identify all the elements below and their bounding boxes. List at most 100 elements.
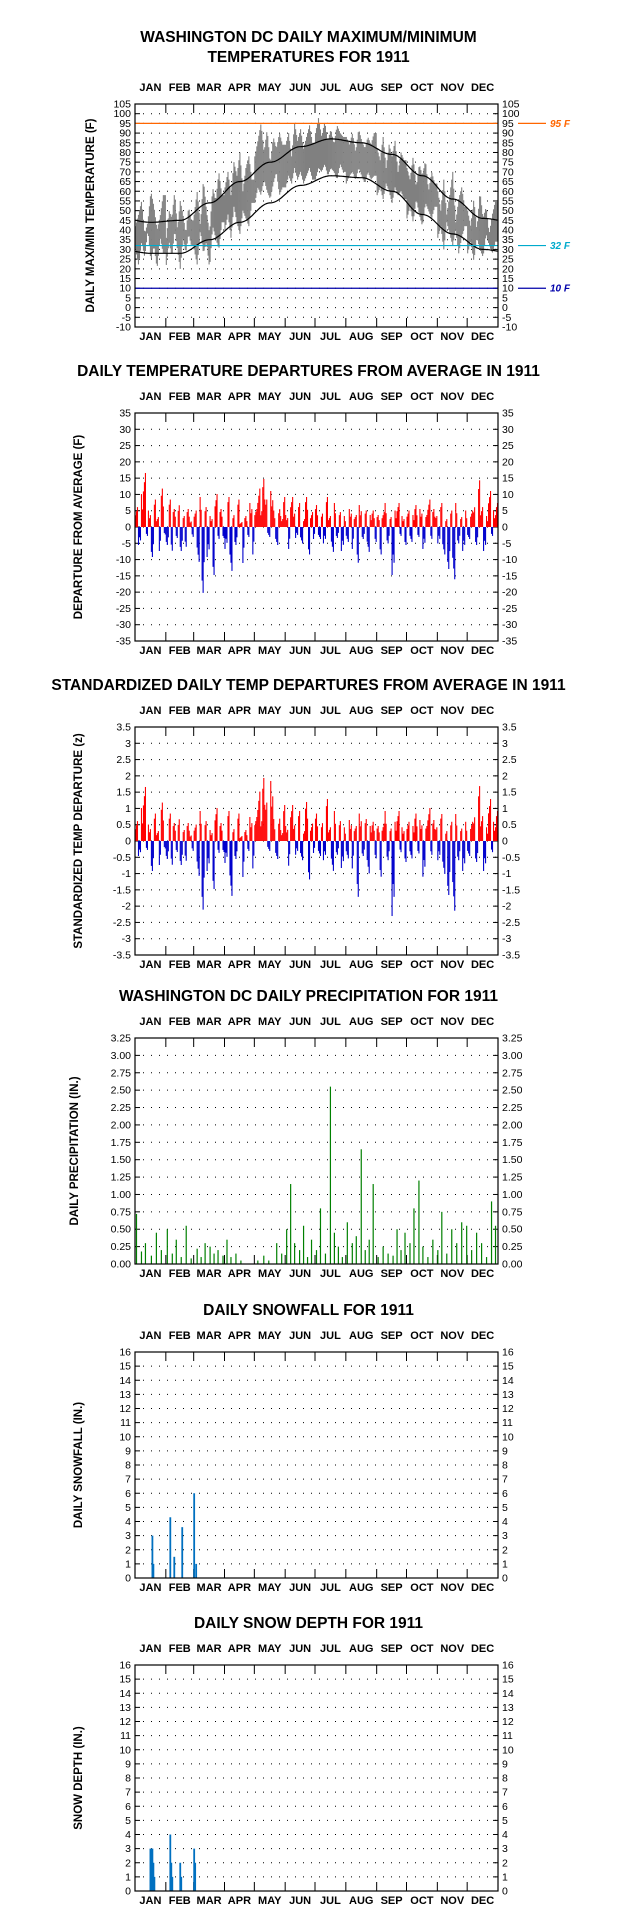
y-axis-label: DAILY PRECIPITATION (IN.) (69, 1076, 81, 1225)
month-label-bottom: JUL (320, 645, 341, 657)
month-label-bottom: FEB (169, 1582, 191, 1594)
month-label-top: MAR (197, 82, 222, 94)
month-label-top: NOV (440, 1330, 465, 1342)
y-tick-label-right: 13 (502, 1702, 514, 1714)
y-tick-label-left: -20 (116, 587, 131, 599)
month-label-top: MAR (197, 1016, 222, 1028)
y-tick-label-right: 6 (502, 1801, 508, 1813)
month-label-top: JAN (139, 82, 161, 94)
month-label-bottom: SEP (381, 959, 403, 971)
month-label-bottom: AUG (349, 1582, 373, 1594)
y-tick-label-left: 40 (119, 225, 131, 237)
month-label-bottom: DEC (471, 331, 494, 343)
y-tick-label-left: 0.50 (111, 1224, 132, 1236)
y-tick-label-right: 25 (502, 254, 514, 266)
month-label-bottom: NOV (440, 331, 465, 343)
month-label-top: OCT (410, 1643, 434, 1655)
y-tick-label-left: 1.25 (111, 1172, 132, 1184)
month-label-bottom: OCT (410, 959, 434, 971)
month-label-bottom: SEP (381, 1895, 403, 1907)
month-label-top: DEC (471, 82, 494, 94)
y-tick-label-left: 5 (125, 505, 131, 517)
month-label-bottom: JUN (289, 1582, 311, 1594)
y-tick-label-right: 105 (502, 99, 520, 111)
y-tick-label-right: -0.5 (502, 852, 520, 864)
month-label-bottom: JAN (139, 1582, 161, 1594)
month-label-bottom: FEB (169, 331, 191, 343)
y-tick-label-left: 0 (125, 302, 131, 314)
y-tick-label-left: 2 (125, 1857, 131, 1869)
month-label-top: JAN (139, 391, 161, 403)
month-label-top: AUG (349, 705, 373, 717)
y-tick-label-left: 2.75 (111, 1067, 132, 1079)
month-label-top: FEB (169, 1330, 191, 1342)
y-tick-label-left: 2 (125, 770, 131, 782)
month-label-top: SEP (381, 1016, 403, 1028)
y-tick-label-right: 2.50 (502, 1085, 523, 1097)
chart-title: DAILY TEMPERATURE DEPARTURES FROM AVERAG… (77, 363, 540, 380)
month-label-top: OCT (410, 1330, 434, 1342)
y-axis-label: DAILY MAX/MIN TEMPERATURE (F) (85, 118, 97, 312)
y-tick-label-left: -3 (122, 933, 131, 945)
chart-departure: DAILY TEMPERATURE DEPARTURES FROM AVERAG… (73, 363, 540, 657)
y-tick-label-left: -10 (116, 322, 131, 334)
month-label-bottom: MAR (197, 645, 222, 657)
month-label-top: JUN (289, 1643, 311, 1655)
month-label-bottom: MAR (197, 1895, 222, 1907)
y-tick-label-right: 0 (502, 1573, 508, 1585)
y-tick-label-right: 0 (502, 302, 508, 314)
y-tick-label-right: 10 (502, 489, 514, 501)
month-label-top: NOV (440, 1016, 465, 1028)
y-tick-label-left: 5 (125, 1502, 131, 1514)
y-tick-label-right: 35 (502, 234, 514, 246)
y-tick-label-right: 0.5 (502, 819, 517, 831)
y-tick-label-left: 16 (119, 1660, 131, 1672)
month-label-top: NOV (440, 391, 465, 403)
month-label-bottom: NOV (440, 959, 465, 971)
y-tick-label-left: 0.5 (116, 819, 131, 831)
y-axis-label: STANDARDIZED TEMP DEPARTURE (z) (73, 733, 85, 948)
y-tick-label-right: -5 (502, 538, 511, 550)
month-label-bottom: MAY (258, 1268, 282, 1280)
y-tick-label-right: 0.50 (502, 1224, 523, 1236)
y-tick-label-right: 45 (502, 215, 514, 227)
y-tick-label-right: 30 (502, 244, 514, 256)
month-label-top: APR (228, 391, 251, 403)
month-label-bottom: FEB (169, 959, 191, 971)
y-tick-label-left: 0.75 (111, 1206, 132, 1218)
chart-standardized: STANDARDIZED DAILY TEMP DEPARTURES FROM … (51, 677, 566, 971)
y-tick-label-left: 35 (119, 408, 131, 420)
y-tick-label-right: 0.75 (502, 1206, 523, 1218)
y-tick-label-left: 13 (119, 1389, 131, 1401)
plot-frame (134, 412, 499, 642)
month-label-top: AUG (349, 82, 373, 94)
y-tick-label-right: 4 (502, 1516, 508, 1528)
month-label-bottom: DEC (471, 1582, 494, 1594)
y-tick-label-right: 30 (502, 424, 514, 436)
plot-frame (134, 1664, 499, 1892)
y-tick-label-right: 11 (502, 1417, 513, 1429)
y-tick-label-right: -30 (502, 619, 517, 631)
month-label-bottom: SEP (381, 331, 403, 343)
month-label-bottom: JAN (139, 331, 161, 343)
y-tick-label-right: 3.25 (502, 1033, 523, 1045)
month-label-top: SEP (381, 1643, 403, 1655)
y-tick-label-right: -15 (502, 570, 517, 582)
month-label-top: MAR (197, 1330, 222, 1342)
y-tick-label-left: 20 (119, 456, 131, 468)
y-tick-label-right: 100 (502, 108, 520, 120)
y-tick-label-right: 1 (502, 1558, 508, 1570)
month-label-top: AUG (349, 391, 373, 403)
plot-frame (134, 103, 499, 328)
month-label-bottom: APR (228, 331, 251, 343)
normal-high-line (135, 138, 498, 223)
y-tick-label-right: -25 (502, 603, 517, 615)
month-label-bottom: DEC (471, 645, 494, 657)
y-tick-label-left: 80 (119, 147, 131, 159)
month-label-top: AUG (349, 1643, 373, 1655)
month-label-bottom: MAY (258, 645, 282, 657)
month-label-bottom: SEP (381, 1582, 403, 1594)
y-tick-label-right: 20 (502, 456, 514, 468)
y-tick-label-left: 14 (119, 1375, 131, 1387)
month-label-top: MAY (258, 82, 282, 94)
